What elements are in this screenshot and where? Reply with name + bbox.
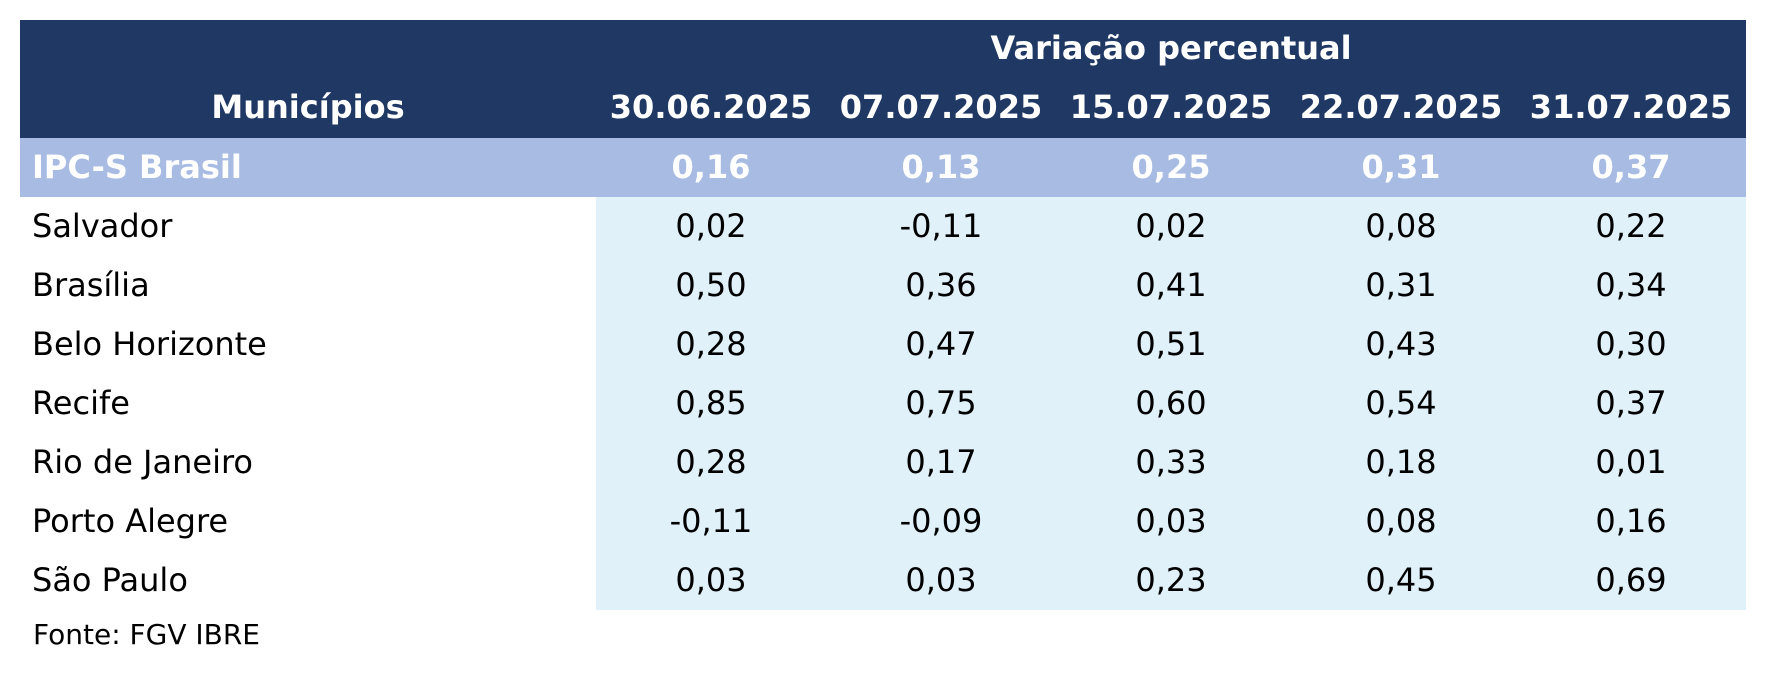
summary-cell: 0,37 xyxy=(1516,138,1747,197)
value-cell: 0,16 xyxy=(1516,492,1747,551)
value-cell: -0,09 xyxy=(826,492,1056,551)
value-cell: 0,17 xyxy=(826,433,1056,492)
value-cell: 0,51 xyxy=(1056,315,1286,374)
city-name: Porto Alegre xyxy=(20,492,596,551)
summary-row: IPC-S Brasil 0,16 0,13 0,25 0,31 0,37 xyxy=(20,138,1747,197)
city-name: Belo Horizonte xyxy=(20,315,596,374)
value-cell: 0,08 xyxy=(1286,197,1516,256)
value-cell: 0,41 xyxy=(1056,256,1286,315)
summary-row-name: IPC-S Brasil xyxy=(20,138,596,197)
table-row: Rio de Janeiro 0,28 0,17 0,33 0,18 0,01 xyxy=(20,433,1747,492)
value-cell: 0,02 xyxy=(596,197,826,256)
value-cell: 0,75 xyxy=(826,374,1056,433)
value-cell: 0,22 xyxy=(1516,197,1747,256)
header-row-group: Variação percentual xyxy=(20,20,1747,77)
table-row: São Paulo 0,03 0,03 0,23 0,45 0,69 xyxy=(20,551,1747,610)
table-row: Porto Alegre -0,11 -0,09 0,03 0,08 0,16 xyxy=(20,492,1747,551)
value-cell: 0,43 xyxy=(1286,315,1516,374)
value-cell: 0,36 xyxy=(826,256,1056,315)
row-header-label: Municípios xyxy=(20,77,596,138)
value-cell: 0,34 xyxy=(1516,256,1747,315)
value-cell: 0,85 xyxy=(596,374,826,433)
city-name: Salvador xyxy=(20,197,596,256)
table-body: IPC-S Brasil 0,16 0,13 0,25 0,31 0,37 Sa… xyxy=(20,138,1747,610)
value-cell: 0,30 xyxy=(1516,315,1747,374)
summary-cell: 0,25 xyxy=(1056,138,1286,197)
column-header: 22.07.2025 xyxy=(1286,77,1516,138)
value-cell: 0,01 xyxy=(1516,433,1747,492)
summary-cell: 0,16 xyxy=(596,138,826,197)
value-cell: 0,23 xyxy=(1056,551,1286,610)
value-cell: 0,28 xyxy=(596,315,826,374)
value-cell: 0,03 xyxy=(826,551,1056,610)
table-row: Belo Horizonte 0,28 0,47 0,51 0,43 0,30 xyxy=(20,315,1747,374)
column-header: 07.07.2025 xyxy=(826,77,1056,138)
column-header: 31.07.2025 xyxy=(1516,77,1747,138)
value-cell: 0,33 xyxy=(1056,433,1286,492)
value-cell: -0,11 xyxy=(826,197,1056,256)
city-name: Recife xyxy=(20,374,596,433)
ipc-s-table: Variação percentual Municípios 30.06.202… xyxy=(20,20,1747,610)
value-cell: 0,08 xyxy=(1286,492,1516,551)
table-row: Recife 0,85 0,75 0,60 0,54 0,37 xyxy=(20,374,1747,433)
value-cell: 0,50 xyxy=(596,256,826,315)
table-row: Salvador 0,02 -0,11 0,02 0,08 0,22 xyxy=(20,197,1747,256)
column-header: 15.07.2025 xyxy=(1056,77,1286,138)
value-cell: 0,47 xyxy=(826,315,1056,374)
city-name: Brasília xyxy=(20,256,596,315)
column-header: 30.06.2025 xyxy=(596,77,826,138)
value-cell: 0,37 xyxy=(1516,374,1747,433)
summary-cell: 0,13 xyxy=(826,138,1056,197)
value-cell: 0,18 xyxy=(1286,433,1516,492)
value-cell: 0,54 xyxy=(1286,374,1516,433)
value-cell: 0,69 xyxy=(1516,551,1747,610)
header-group-label: Variação percentual xyxy=(596,20,1747,77)
header-row-columns: Municípios 30.06.2025 07.07.2025 15.07.2… xyxy=(20,77,1747,138)
value-cell: 0,02 xyxy=(1056,197,1286,256)
header-empty-cell xyxy=(20,20,596,77)
value-cell: 0,45 xyxy=(1286,551,1516,610)
city-name: São Paulo xyxy=(20,551,596,610)
value-cell: 0,03 xyxy=(1056,492,1286,551)
summary-cell: 0,31 xyxy=(1286,138,1516,197)
value-cell: -0,11 xyxy=(596,492,826,551)
source-note: Fonte: FGV IBRE xyxy=(33,618,260,651)
value-cell: 0,03 xyxy=(596,551,826,610)
value-cell: 0,28 xyxy=(596,433,826,492)
value-cell: 0,60 xyxy=(1056,374,1286,433)
table-row: Brasília 0,50 0,36 0,41 0,31 0,34 xyxy=(20,256,1747,315)
city-name: Rio de Janeiro xyxy=(20,433,596,492)
value-cell: 0,31 xyxy=(1286,256,1516,315)
